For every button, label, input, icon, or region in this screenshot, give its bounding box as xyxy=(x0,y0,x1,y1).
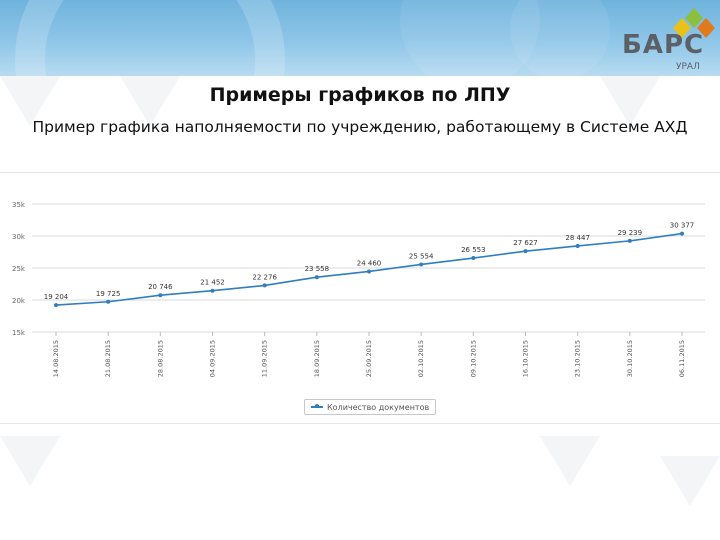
y-tick-label: 20k xyxy=(12,297,26,305)
data-label: 25 554 xyxy=(409,252,434,260)
data-point xyxy=(367,269,371,274)
data-point xyxy=(471,256,476,261)
x-tick-label: 09.10.2015 xyxy=(469,340,477,377)
chart-legend[interactable]: Количество документов xyxy=(304,399,437,415)
x-tick-label: 06.11.2015 xyxy=(678,340,686,377)
slide-subtitle: Пример графика наполняемости по учрежден… xyxy=(32,118,688,136)
line-chart: 35k 30k 25k 20k 15k 14.08.2015 21.08.2015 28.0… xyxy=(12,201,705,377)
background-pattern xyxy=(0,76,720,506)
data-point xyxy=(106,299,111,304)
x-tick-label: 18.09.2015 xyxy=(313,340,321,377)
y-tick-label: 30k xyxy=(12,233,26,241)
x-tick-label: 11.09.2015 xyxy=(261,340,269,377)
data-label: 27 627 xyxy=(513,239,538,247)
bars-diamonds-icon xyxy=(673,8,715,38)
data-point xyxy=(158,293,163,298)
logo-text: БАРС xyxy=(622,30,705,60)
x-tick-label: 30.10.2015 xyxy=(626,340,634,377)
series-line xyxy=(55,232,683,306)
x-tick-label: 04.09.2015 xyxy=(209,340,217,377)
data-point xyxy=(419,262,424,267)
company-logo: БАРС УРАЛ xyxy=(610,0,720,76)
y-tick-label: 25k xyxy=(12,265,26,273)
x-tick-label: 23.10.2015 xyxy=(574,340,582,377)
data-label: 23 558 xyxy=(305,265,330,273)
data-point xyxy=(262,283,267,288)
x-tick-label: 25.09.2015 xyxy=(365,340,373,377)
data-label: 30 377 xyxy=(670,222,695,230)
legend-line-icon xyxy=(311,404,323,408)
data-label: 19 204 xyxy=(44,293,69,301)
data-point xyxy=(314,275,319,280)
data-point xyxy=(575,243,580,248)
data-point xyxy=(210,288,215,293)
coin-decoration xyxy=(15,0,610,76)
data-label: 20 746 xyxy=(148,283,173,291)
x-tick-label: 02.10.2015 xyxy=(417,340,425,377)
data-point xyxy=(627,238,632,243)
legend-label: Количество документов xyxy=(327,402,430,412)
slide-title: Примеры графиков по ЛПУ xyxy=(209,84,511,106)
chart-frame xyxy=(0,172,720,424)
y-tick-label: 15k xyxy=(12,329,26,337)
x-tick-label: 21.08.2015 xyxy=(104,340,112,377)
data-label: 26 553 xyxy=(461,246,486,254)
x-tick-label: 16.10.2015 xyxy=(522,340,530,377)
data-label: 28 447 xyxy=(565,234,590,242)
data-point xyxy=(523,249,528,254)
x-tick-label: 28.08.2015 xyxy=(156,340,164,377)
data-label: 22 276 xyxy=(252,273,277,281)
header-banner: БАРС УРАЛ xyxy=(0,0,720,76)
x-tick-label: 14.08.2015 xyxy=(52,340,60,377)
data-label: 24 460 xyxy=(357,259,382,267)
data-point xyxy=(680,231,684,236)
logo-subtext: УРАЛ xyxy=(676,62,700,72)
y-tick-label: 35k xyxy=(12,201,26,209)
data-label: 29 239 xyxy=(618,229,643,237)
data-label: 21 452 xyxy=(200,279,225,287)
data-point xyxy=(54,303,58,308)
data-label: 19 725 xyxy=(96,290,121,298)
